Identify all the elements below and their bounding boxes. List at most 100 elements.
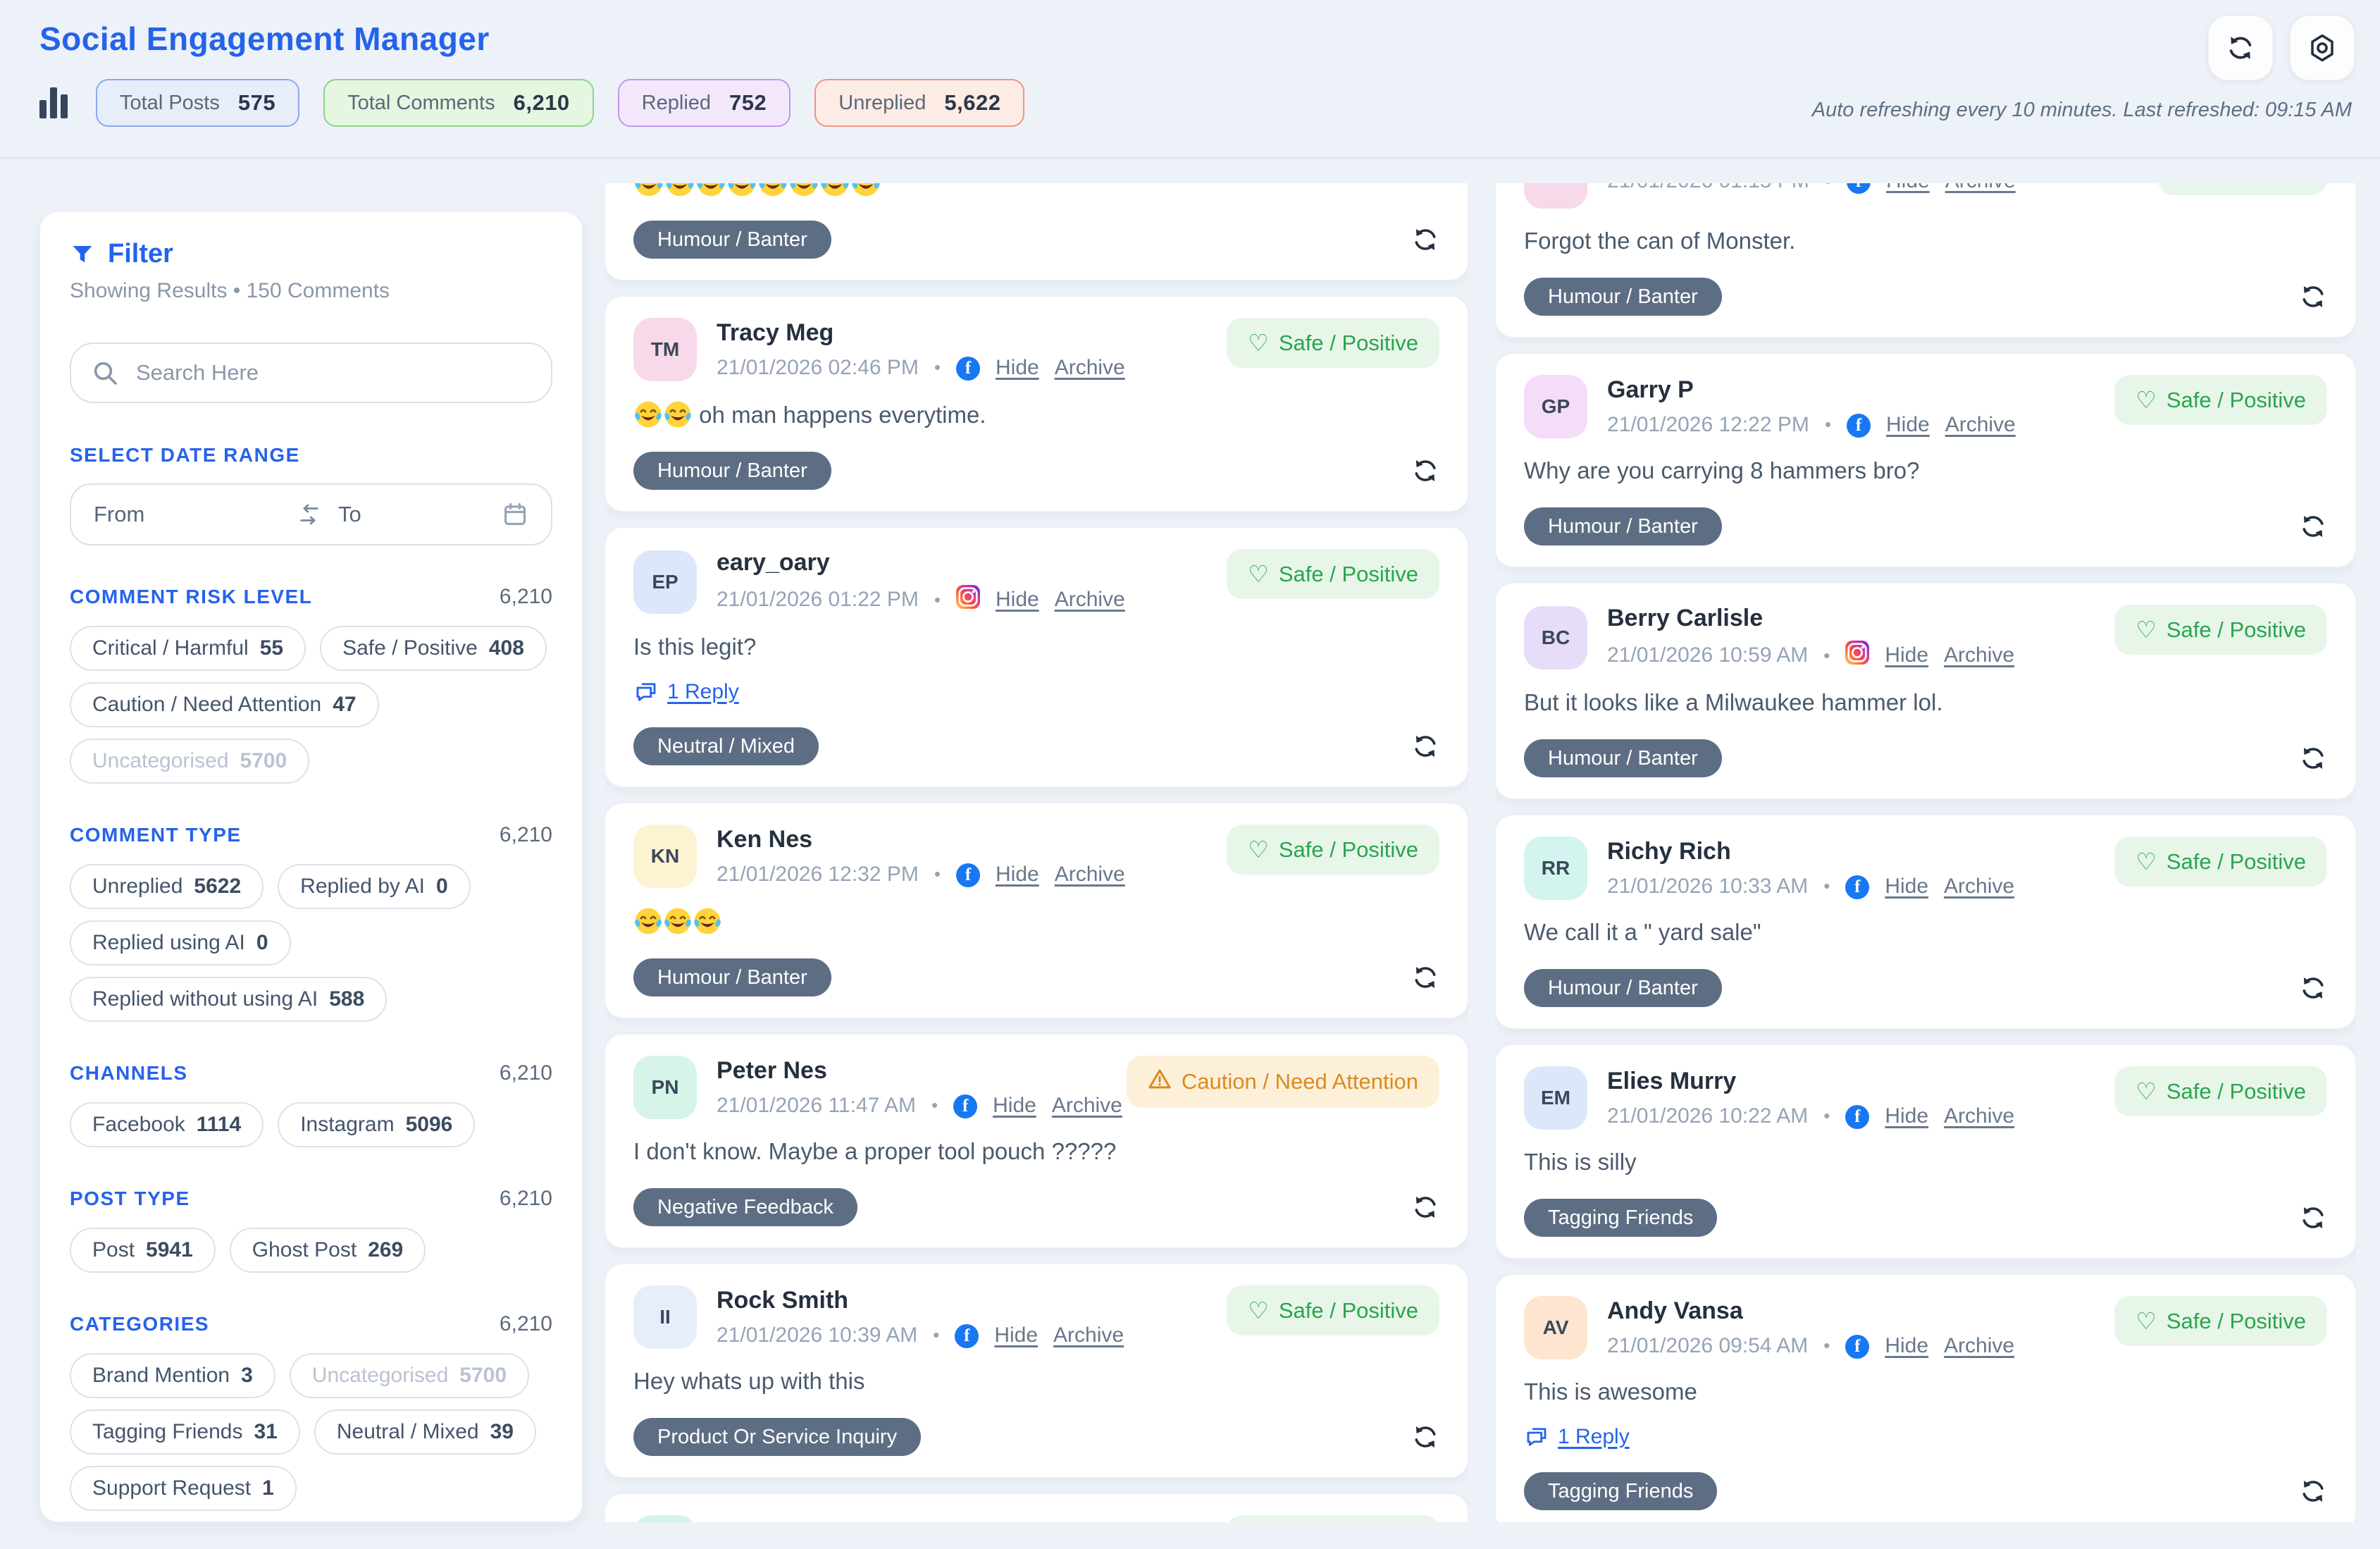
archive-link[interactable]: Archive	[1944, 874, 2015, 898]
card-refresh-button[interactable]	[1411, 226, 1439, 254]
archive-link[interactable]: Archive	[1945, 183, 2016, 193]
filter-chip-replied-by-ai[interactable]: Replied by AI 0	[278, 864, 471, 909]
filter-chip-critical-harmful[interactable]: Critical / Harmful 55	[70, 626, 306, 671]
hide-link[interactable]: Hide	[993, 1093, 1036, 1117]
filter-chip-brand-mention[interactable]: Brand Mention 3	[70, 1353, 275, 1398]
archive-link[interactable]: Archive	[1051, 1093, 1122, 1117]
filter-chip-neutral-mixed[interactable]: Neutral / Mixed 39	[314, 1409, 536, 1455]
filter-chip-safe-positive[interactable]: Safe / Positive 408	[320, 626, 547, 671]
date-range-picker[interactable]: From To	[70, 483, 552, 545]
archive-link[interactable]: Archive	[1053, 1323, 1124, 1347]
avatar: AV	[1524, 1296, 1587, 1359]
settings-button[interactable]	[2290, 16, 2355, 80]
filter-chip-uncategorised[interactable]: Uncategorised 5700	[70, 739, 310, 784]
hide-link[interactable]: Hide	[996, 862, 1039, 886]
avatar-initials: EM	[1541, 1087, 1570, 1109]
card-refresh-button[interactable]	[1411, 457, 1439, 485]
status-badge: Caution / Need Attention	[1126, 1056, 1439, 1108]
card-refresh-button[interactable]	[2299, 1477, 2327, 1505]
commenter-name: Elies Murry	[1607, 1067, 1737, 1094]
heart-icon: ♡	[2136, 1308, 2157, 1334]
archive-link[interactable]: Archive	[1945, 412, 2016, 436]
hide-link[interactable]: Hide	[996, 588, 1039, 611]
heart-icon: ♡	[1248, 330, 1269, 356]
hide-link[interactable]: Hide	[1886, 412, 1930, 436]
card-refresh-button[interactable]	[2299, 512, 2327, 541]
card-refresh-button[interactable]	[1411, 963, 1439, 992]
status-label: Safe / Positive	[1278, 837, 1418, 862]
refresh-button[interactable]	[2208, 16, 2273, 80]
filter-chip-ghost-post[interactable]: Ghost Post 269	[229, 1228, 426, 1273]
comments-column-1: Humour / Banter TM Tracy Meg 21/01/2026 …	[605, 183, 1468, 1522]
card-refresh-button[interactable]	[2299, 1204, 2327, 1232]
status-label: Safe / Positive	[2166, 848, 2306, 874]
card-refresh-button[interactable]	[1411, 1193, 1439, 1221]
calendar-icon[interactable]	[502, 501, 528, 528]
category-tag: Humour / Banter	[633, 958, 831, 996]
comment-datetime: 21/01/2026 09:54 AM	[1607, 1333, 1809, 1357]
hide-link[interactable]: Hide	[1886, 183, 1930, 193]
card-refresh-button[interactable]	[1411, 732, 1439, 760]
archive-link[interactable]: Archive	[1054, 355, 1125, 379]
status-icon: ♡	[1248, 836, 1269, 863]
reply-link[interactable]: 1 Reply	[1558, 1425, 1630, 1448]
filter-chip-post[interactable]: Post 5941	[70, 1228, 216, 1273]
heart-icon: ♡	[2136, 848, 2157, 875]
filter-chip-instagram[interactable]: Instagram 5096	[278, 1102, 476, 1147]
filter-chip-support-request[interactable]: Support Request 1	[70, 1466, 297, 1511]
facebook-icon: f	[956, 863, 980, 887]
card-refresh-button[interactable]	[2299, 974, 2327, 1002]
chip-label: Instagram	[300, 1113, 395, 1136]
archive-link[interactable]: Archive	[1054, 862, 1125, 886]
filter-chip-tagging-friends[interactable]: Tagging Friends 31	[70, 1409, 300, 1455]
meta-separator-dot: •	[934, 357, 941, 378]
hide-link[interactable]: Hide	[1885, 1104, 1929, 1128]
hide-link[interactable]: Hide	[996, 355, 1039, 379]
date-to-field[interactable]: To	[338, 502, 361, 526]
commenter-name: Peter Nes	[717, 1056, 827, 1084]
archive-link[interactable]: Archive	[1944, 643, 2015, 667]
card-refresh-button[interactable]	[2299, 283, 2327, 311]
hide-link[interactable]: Hide	[1885, 643, 1929, 667]
status-label: Safe / Positive	[2166, 387, 2306, 412]
hide-link[interactable]: Hide	[1885, 874, 1929, 898]
commenter-name: Rock Smith	[717, 1286, 849, 1314]
stat-badge-unreplied: Unreplied 5,622	[814, 79, 1025, 127]
chip-label: Safe / Positive	[342, 636, 478, 660]
filter-chip-unreplied[interactable]: Unreplied 5622	[70, 864, 264, 909]
filter-chip-replied-using-ai[interactable]: Replied using AI 0	[70, 920, 291, 965]
channel-icon	[1845, 641, 1870, 670]
commenter-name: Ken Nes	[717, 825, 813, 853]
category-tag: Tagging Friends	[1524, 1199, 1718, 1237]
filter-chip-uncategorised[interactable]: Uncategorised 5700	[289, 1353, 530, 1398]
status-badge: ♡ Safe / Positive	[2114, 1066, 2327, 1116]
filter-chip-caution-need-attention[interactable]: Caution / Need Attention 47	[70, 682, 379, 727]
card-refresh-button[interactable]	[1411, 1423, 1439, 1451]
filter-chip-facebook[interactable]: Facebook 1114	[70, 1102, 264, 1147]
section-label: CATEGORIES	[70, 1313, 210, 1335]
comment-datetime: 21/01/2026 10:33 AM	[1607, 874, 1809, 898]
avatar	[1524, 183, 1587, 209]
commenter-name: eary_oary	[717, 549, 830, 576]
hide-link[interactable]: Hide	[994, 1323, 1039, 1347]
archive-link[interactable]: Archive	[1054, 588, 1125, 611]
archive-link[interactable]: Archive	[1944, 1333, 2015, 1357]
filter-section-comment-type: COMMENT TYPE 6,210 Unreplied 5622 Replied by…	[70, 823, 552, 1022]
comment-text: oh man happens everytime.	[633, 400, 1439, 429]
filter-chip-replied-without-using-ai[interactable]: Replied without using AI 588	[70, 977, 388, 1022]
reply-link[interactable]: 1 Reply	[667, 680, 739, 703]
filter-section-channels: CHANNELS 6,210 Facebook 1114 Instagram 5096	[70, 1061, 552, 1147]
chip-label: Replied by AI	[300, 875, 425, 898]
facebook-icon: f	[955, 1323, 979, 1348]
reply-row: 1 Reply	[633, 679, 1439, 705]
comment-datetime: 21/01/2026 12:22 PM	[1607, 412, 1809, 436]
avatar-initials: BC	[1541, 626, 1570, 648]
comment-card: EM Elies Murry 21/01/2026 10:22 AM • f H…	[1495, 1044, 2356, 1259]
hide-link[interactable]: Hide	[1885, 1333, 1929, 1357]
card-refresh-button[interactable]	[2299, 744, 2327, 772]
category-tag: Tagging Friends	[1524, 1472, 1718, 1510]
archive-link[interactable]: Archive	[1944, 1104, 2015, 1128]
meta-separator-dot: •	[1823, 875, 1830, 896]
search-input[interactable]	[70, 342, 552, 403]
date-from-field[interactable]: From	[94, 502, 145, 526]
